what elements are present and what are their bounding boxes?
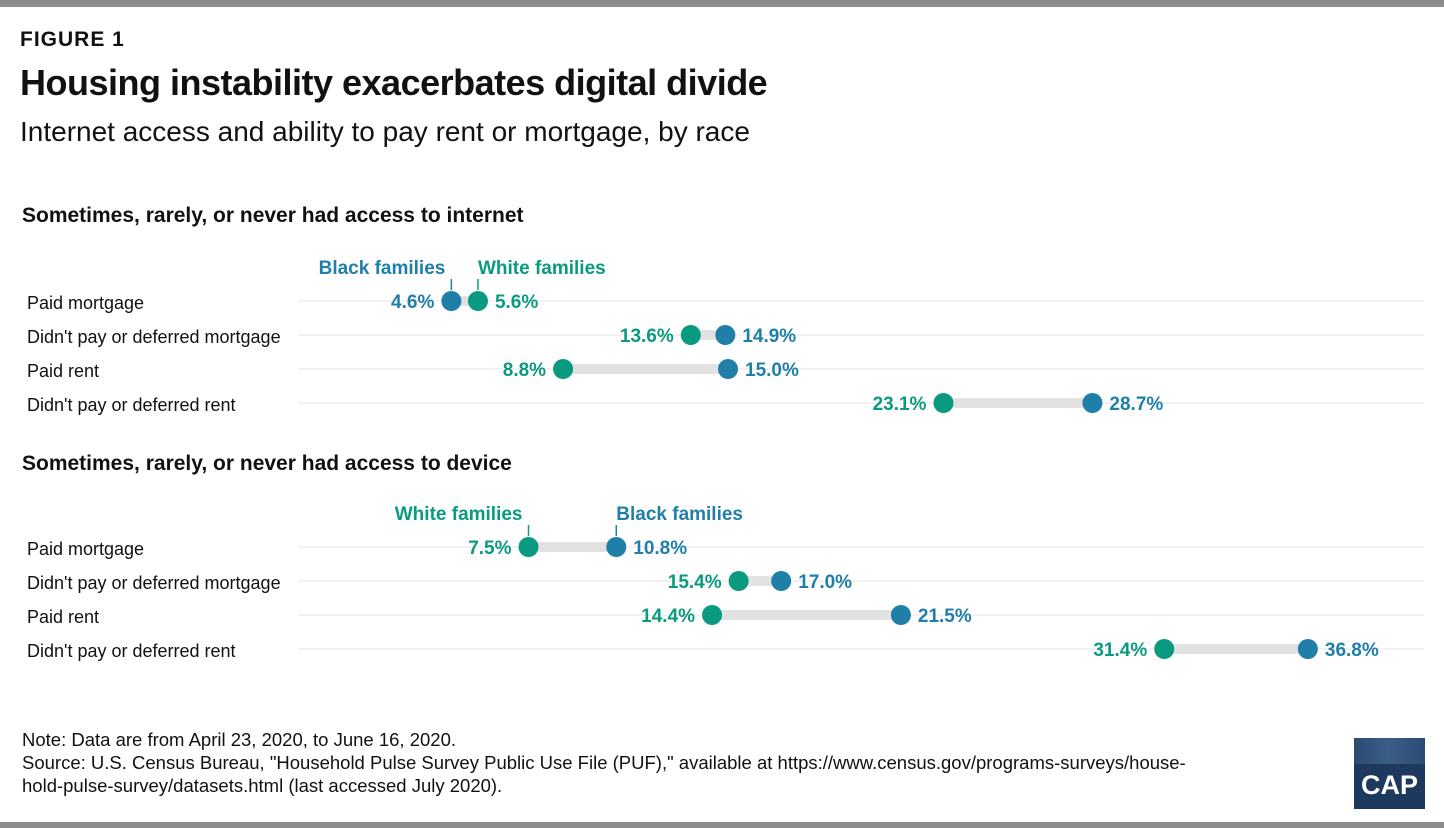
legend-label-right: White families <box>478 258 606 279</box>
figure-label: FIGURE 1 <box>20 28 125 51</box>
bottom-border <box>0 822 1444 828</box>
white-families-value-label: 14.4% <box>641 606 695 627</box>
top-border <box>0 0 1444 7</box>
white-families-value-label: 13.6% <box>620 326 674 347</box>
white-families-dot <box>553 359 574 379</box>
legend-label-left: White families <box>395 504 523 525</box>
logo-text: CAP <box>1360 770 1418 800</box>
white-families-value-label: 31.4% <box>1093 640 1147 661</box>
category-label: Paid mortgage <box>27 539 144 559</box>
black-families-dot <box>1297 639 1318 659</box>
cap-logo: CAP <box>1354 738 1425 809</box>
white-families-dot <box>728 571 749 591</box>
chart-subtitle: Internet access and ability to pay rent … <box>20 116 750 147</box>
dumbbell-chart: Sometimes, rarely, or never had access t… <box>22 204 1424 661</box>
note-text: Note: Data are from April 23, 2020, to J… <box>22 729 456 750</box>
black-families-dot <box>890 605 911 625</box>
source-text-line1: Source: U.S. Census Bureau, "Household P… <box>22 752 1186 773</box>
white-families-dot <box>702 605 723 625</box>
black-families-value-label: 28.7% <box>1109 394 1163 415</box>
white-families-dot <box>467 291 488 311</box>
black-families-value-label: 14.9% <box>742 326 796 347</box>
category-label: Paid mortgage <box>27 293 144 313</box>
chart-notes: Note: Data are from April 23, 2020, to J… <box>22 728 1186 797</box>
black-families-dot <box>1082 393 1103 413</box>
category-label: Didn't pay or deferred mortgage <box>27 573 281 593</box>
panel-title-1: Sometimes, rarely, or never had access t… <box>22 204 524 227</box>
logo-stars-band <box>1354 738 1425 764</box>
black-families-value-label: 15.0% <box>745 360 799 381</box>
black-families-dot <box>718 359 738 379</box>
white-families-dot <box>680 325 701 345</box>
panel-title-2: Sometimes, rarely, or never had access t… <box>22 452 512 475</box>
white-families-value-label: 8.8% <box>503 360 546 381</box>
chart-title: Housing instability exacerbates digital … <box>20 62 768 103</box>
legend-label-right: Black families <box>616 504 743 525</box>
black-families-value-label: 4.6% <box>391 292 434 313</box>
black-families-value-label: 21.5% <box>918 606 972 627</box>
white-families-value-label: 23.1% <box>873 394 927 415</box>
category-label: Paid rent <box>27 361 99 381</box>
category-label: Paid rent <box>27 607 99 627</box>
category-label: Didn't pay or deferred rent <box>27 395 236 415</box>
black-families-dot <box>441 291 462 311</box>
black-families-dot <box>771 571 792 591</box>
black-families-value-label: 10.8% <box>633 538 687 559</box>
white-families-dot <box>933 393 954 413</box>
category-label: Didn't pay or deferred mortgage <box>27 327 281 347</box>
white-families-value-label: 5.6% <box>495 292 538 313</box>
black-families-value-label: 17.0% <box>798 572 852 593</box>
white-families-value-label: 7.5% <box>468 538 511 559</box>
category-label: Didn't pay or deferred rent <box>27 641 236 661</box>
white-families-dot <box>518 537 539 557</box>
legend-label-left: Black families <box>319 258 446 279</box>
white-families-value-label: 15.4% <box>668 572 722 593</box>
black-families-dot <box>715 325 736 345</box>
black-families-dot <box>606 537 627 557</box>
black-families-value-label: 36.8% <box>1325 640 1379 661</box>
white-families-dot <box>1154 639 1175 659</box>
source-text-line2: hold-pulse-survey/datasets.html (last ac… <box>22 775 503 796</box>
